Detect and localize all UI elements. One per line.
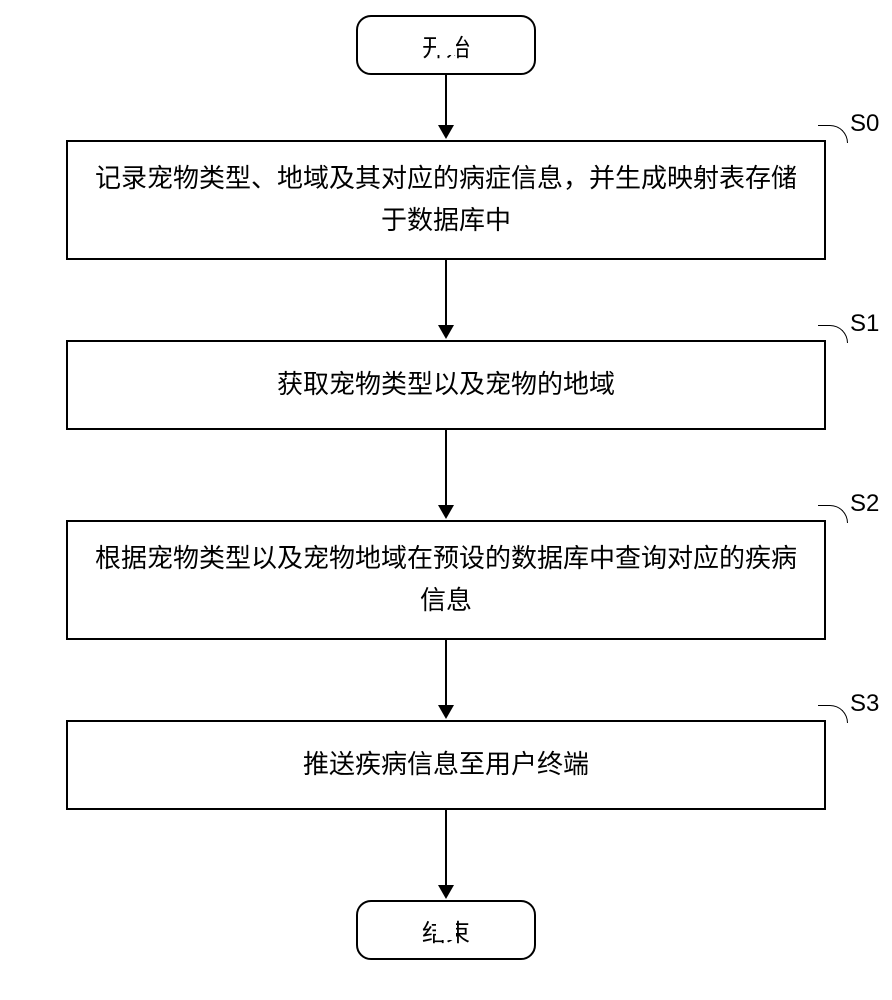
arrow-line-1	[445, 75, 447, 125]
s0-label: S0	[850, 110, 879, 138]
arrow-line-2	[445, 260, 447, 325]
arrow-line-3	[445, 430, 447, 505]
arrow-head-2	[438, 325, 454, 339]
arrow-line-4	[445, 640, 447, 705]
arrow-head-5	[438, 885, 454, 899]
process-s1: 获取宠物类型以及宠物的地域	[66, 340, 826, 430]
flowchart-container: 开始 记录宠物类型、地域及其对应的病症信息，并生成映射表存储于数据库中 S0 获…	[0, 0, 892, 1000]
process-s0: 记录宠物类型、地域及其对应的病症信息，并生成映射表存储于数据库中	[66, 140, 826, 260]
s2-label: S2	[850, 490, 879, 518]
s3-label: S3	[850, 690, 879, 718]
arrow-head-1	[438, 125, 454, 139]
arrow-head-4	[438, 705, 454, 719]
process-s1-text: 获取宠物类型以及宠物的地域	[277, 364, 615, 406]
end-label: 结束	[422, 913, 470, 948]
start-node: 开始	[356, 15, 536, 75]
s1-connector	[818, 325, 848, 343]
s1-label: S1	[850, 310, 879, 338]
arrow-head-3	[438, 505, 454, 519]
s0-connector	[818, 125, 848, 143]
end-node: 结束	[356, 900, 536, 960]
process-s3-text: 推送疾病信息至用户终端	[303, 744, 589, 786]
process-s0-text: 记录宠物类型、地域及其对应的病症信息，并生成映射表存储于数据库中	[88, 158, 804, 241]
arrow-line-5	[445, 810, 447, 885]
process-s3: 推送疾病信息至用户终端	[66, 720, 826, 810]
s2-connector	[818, 505, 848, 523]
start-label: 开始	[422, 28, 470, 63]
process-s2-text: 根据宠物类型以及宠物地域在预设的数据库中查询对应的疾病信息	[88, 538, 804, 621]
s3-connector	[818, 705, 848, 723]
process-s2: 根据宠物类型以及宠物地域在预设的数据库中查询对应的疾病信息	[66, 520, 826, 640]
